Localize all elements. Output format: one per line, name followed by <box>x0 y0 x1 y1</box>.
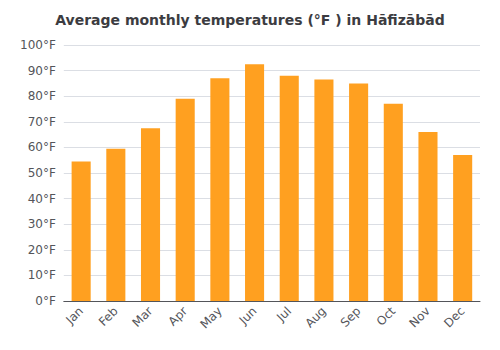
svg-text:40°F: 40°F <box>28 192 56 206</box>
svg-text:Dec: Dec <box>441 304 467 330</box>
svg-text:10°F: 10°F <box>28 268 56 282</box>
svg-text:60°F: 60°F <box>28 140 56 154</box>
svg-text:Mar: Mar <box>130 304 156 330</box>
svg-text:0°F: 0°F <box>35 294 56 308</box>
svg-text:90°F: 90°F <box>28 64 56 78</box>
svg-text:100°F: 100°F <box>20 38 56 52</box>
svg-text:Jun: Jun <box>236 304 260 328</box>
svg-text:Sep: Sep <box>338 304 364 330</box>
svg-text:Jul: Jul <box>273 304 294 325</box>
svg-text:Oct: Oct <box>374 304 399 329</box>
svg-text:Average monthly temperatures (: Average monthly temperatures (°F ) in Hā… <box>55 12 445 28</box>
svg-text:Feb: Feb <box>96 304 121 329</box>
svg-text:Aug: Aug <box>302 304 328 330</box>
svg-text:20°F: 20°F <box>28 243 56 257</box>
svg-text:50°F: 50°F <box>28 166 56 180</box>
svg-text:70°F: 70°F <box>28 115 56 129</box>
svg-text:Jan: Jan <box>62 304 86 328</box>
svg-text:May: May <box>197 304 224 331</box>
svg-text:80°F: 80°F <box>28 89 56 103</box>
svg-text:Apr: Apr <box>166 304 191 329</box>
svg-text:30°F: 30°F <box>28 217 56 231</box>
svg-text:Nov: Nov <box>406 304 432 330</box>
